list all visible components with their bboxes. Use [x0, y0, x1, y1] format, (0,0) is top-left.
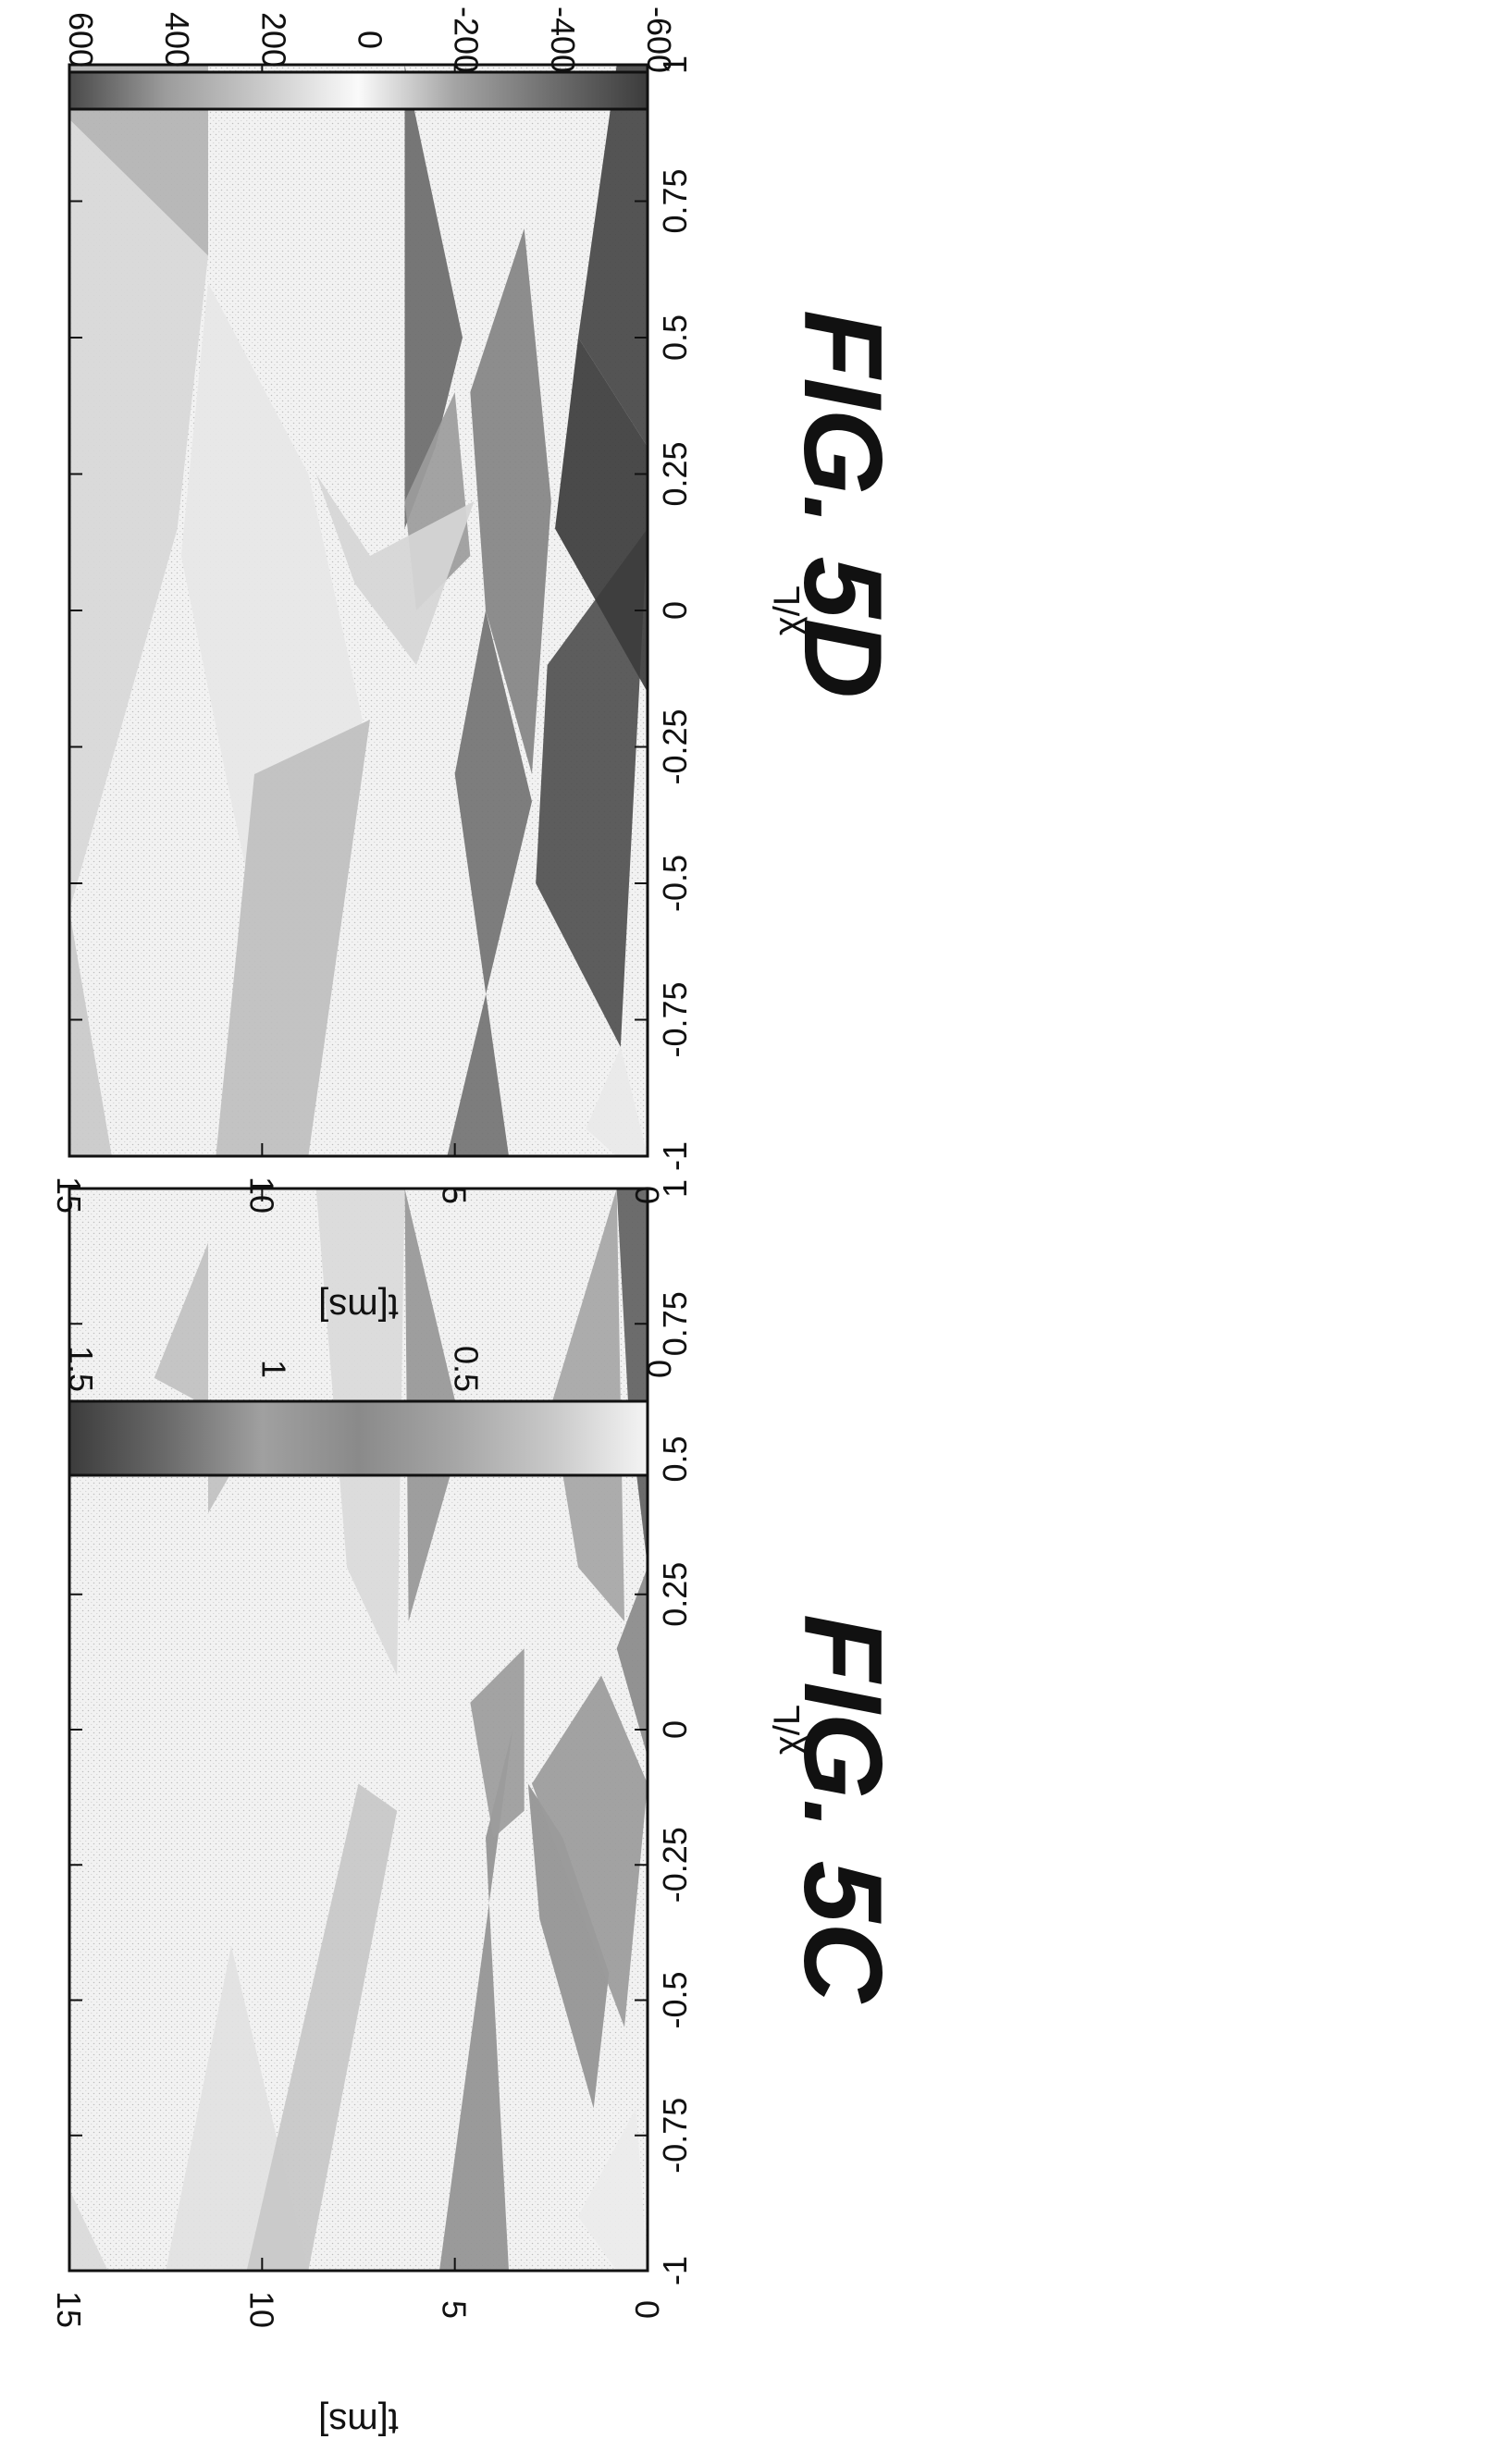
- colorbar-5d: 600 400 200 0 -200 -400 -600: [62, 6, 678, 111]
- x-tick-label: 0.25: [656, 1562, 694, 1627]
- x-tick-label: 0.75: [656, 1291, 694, 1356]
- heatmap-region-8: [470, 1648, 525, 1838]
- colorbar-tick-label: 0.5: [448, 1346, 486, 1392]
- x-tick-label: -0.5: [656, 1971, 694, 2028]
- colorbar-tick-label: 200: [254, 12, 292, 68]
- x-tick-label: -0.75: [656, 981, 694, 1057]
- colorbar-tick-label: 1.5: [62, 1346, 100, 1392]
- colorbar-tick-label: -400: [544, 6, 582, 73]
- x-tick-label: 1: [656, 55, 694, 74]
- x-tick-label: -1: [656, 2256, 694, 2285]
- x-tick-label: -0.25: [656, 1827, 694, 1903]
- y-axis-label: t[ms]: [318, 2401, 399, 2442]
- x-tick-label: -0.25: [656, 708, 694, 784]
- y-tick-label: 5: [436, 2300, 474, 2319]
- heatmap-region-11: [616, 1567, 648, 1757]
- heatmap-region-3: [69, 65, 208, 256]
- figure-label-5c: FIG. 5C: [781, 1614, 905, 2004]
- colorbar-5c: 1.5 1 0.5 0: [62, 1346, 678, 1477]
- heatmap-region-7: [439, 1730, 513, 2271]
- heatmap-region-14: [578, 2108, 648, 2271]
- x-tick-label: 1: [656, 1179, 694, 1198]
- x-tick-label: 0.5: [656, 314, 694, 361]
- heatmap-region-9: [447, 610, 532, 1156]
- x-tick-label: 0.5: [656, 1435, 694, 1482]
- heatmap-region-13: [578, 65, 648, 447]
- heatmap-region-6: [404, 65, 463, 529]
- colorbar-strip: [68, 1399, 649, 1477]
- colorbar-tick-label: 600: [62, 12, 100, 68]
- heatmap-region-9: [527, 1783, 610, 2109]
- colorbar-tick-label: -200: [448, 6, 486, 73]
- heatmap-region-1: [69, 2189, 108, 2271]
- y-tick-label: 0: [628, 2300, 666, 2319]
- y-tick-label: 0: [628, 1186, 666, 1204]
- x-axis-label: χ/L: [767, 585, 808, 635]
- x-axis-label: χ/L: [767, 1705, 808, 1755]
- heatmap-region-10: [532, 1675, 648, 2027]
- colorbar-tick-label: -600: [640, 6, 678, 73]
- x-tick-label: 0: [656, 1720, 694, 1739]
- heatmap-region-4: [246, 1783, 398, 2271]
- heatmap-region-12: [555, 338, 648, 693]
- x-tick-label: 0.25: [656, 441, 694, 506]
- heatmap-region-2: [69, 119, 208, 911]
- y-tick-label: 5: [436, 1186, 474, 1204]
- heatmap-region-14: [586, 1047, 648, 1156]
- y-tick-label: 10: [242, 1177, 280, 1214]
- heatmap-region-8: [315, 474, 475, 665]
- y-tick-label: 15: [50, 1177, 88, 1214]
- figure-label-5d: FIG. 5D: [781, 310, 905, 698]
- x-tick-label: -0.5: [656, 855, 694, 912]
- y-tick-label: 10: [242, 2291, 280, 2328]
- x-tick-label: 0: [656, 601, 694, 620]
- colorbar-tick-label: 1: [254, 1360, 292, 1378]
- colorbar-strip: [68, 70, 649, 111]
- y-axis-label: t[ms]: [318, 1287, 399, 1327]
- x-tick-label: -1: [656, 1141, 694, 1171]
- chart-5c: -1-0.75-0.5-0.2500.250.50.751051015χ/Lt[…: [50, 1179, 808, 2442]
- heatmap-region-10: [470, 228, 551, 774]
- colorbar-tick-label: 0: [352, 31, 389, 49]
- colorbar-tick-label: 400: [158, 12, 196, 68]
- x-tick-label: 0.75: [656, 168, 694, 233]
- heatmap-region-1: [69, 910, 112, 1156]
- y-tick-label: 15: [50, 2291, 88, 2328]
- x-tick-label: -0.75: [656, 2098, 694, 2174]
- colorbar-tick-label: 0: [640, 1360, 678, 1378]
- heatmap-region-11: [536, 528, 648, 1047]
- chart-5d: -1-0.75-0.5-0.2500.250.50.751051015χ/Lt[…: [50, 55, 808, 1327]
- heatmap-region-5: [216, 720, 370, 1156]
